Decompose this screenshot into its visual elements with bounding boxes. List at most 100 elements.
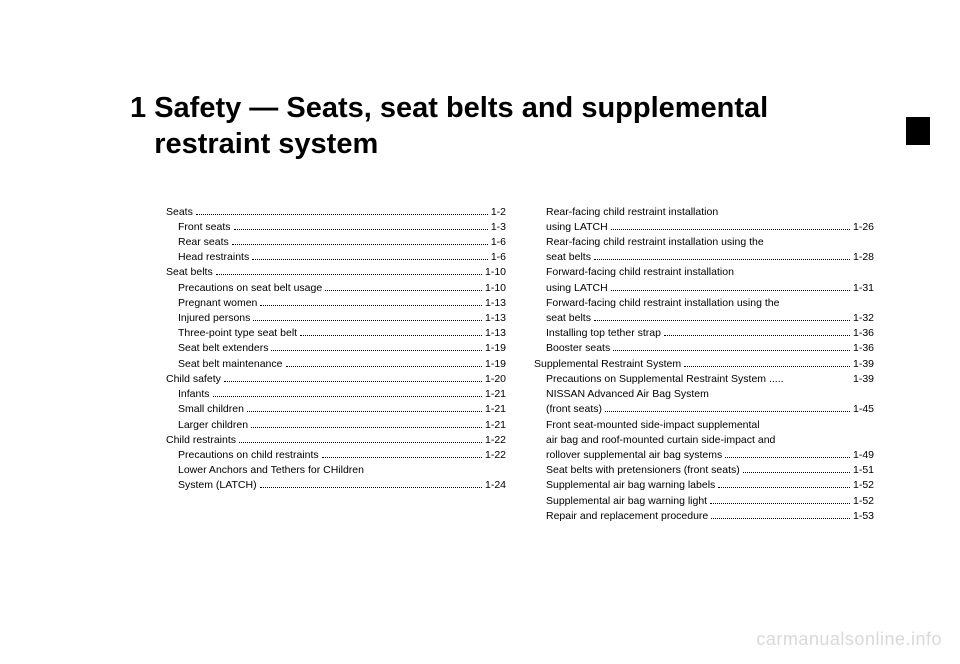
toc-label: Repair and replacement procedure bbox=[546, 509, 708, 524]
toc-label: Rear seats bbox=[178, 235, 229, 250]
toc-page-number: 1-13 bbox=[485, 296, 506, 311]
toc-leader-dots bbox=[196, 207, 488, 214]
toc-label: Child safety bbox=[166, 372, 221, 387]
toc-label: Forward-facing child restraint installat… bbox=[546, 265, 734, 280]
toc-page-number: 1-21 bbox=[485, 387, 506, 402]
toc-page-number: 1-19 bbox=[485, 341, 506, 356]
toc-columns: Seats 1-2 Front seats 1-3 Rear seats 1-6Head … bbox=[130, 205, 890, 525]
toc-row: seat belts1-28 bbox=[534, 250, 874, 265]
toc-page-number: 1-3 bbox=[491, 220, 506, 235]
toc-row: Forward-facing child restraint installat… bbox=[534, 265, 874, 280]
toc-row: Seat belts1-10 bbox=[166, 265, 506, 280]
toc-label: Forward-facing child restraint installat… bbox=[546, 296, 779, 311]
toc-page-number: 1-52 bbox=[853, 478, 874, 493]
toc-leader-dots bbox=[684, 359, 850, 366]
toc-label: Small children bbox=[178, 402, 244, 417]
toc-leader-dots bbox=[260, 481, 482, 488]
toc-row: Child restraints 1-22 bbox=[166, 433, 506, 448]
toc-leader-dots bbox=[605, 405, 850, 412]
toc-leader-dots bbox=[239, 435, 482, 442]
toc-label: Pregnant women bbox=[178, 296, 257, 311]
toc-leader-dots bbox=[711, 512, 850, 519]
toc-row: Precautions on child restraints 1-22 bbox=[166, 448, 506, 463]
toc-leader-dots bbox=[664, 329, 850, 336]
toc-leader-dots bbox=[271, 344, 482, 351]
chapter-title-line1: Safety — Seats, seat belts and supplemen… bbox=[154, 92, 768, 124]
chapter-title-line2: restraint system bbox=[154, 128, 378, 160]
toc-leader-dots bbox=[594, 314, 850, 321]
toc-row: Seats 1-2 bbox=[166, 205, 506, 220]
toc-label: using LATCH bbox=[546, 281, 608, 296]
toc-row: Supplemental Restraint System 1-39 bbox=[534, 357, 874, 372]
toc-row: Small children1-21 bbox=[166, 402, 506, 417]
toc-row: Precautions on Supplemental Restraint Sy… bbox=[534, 372, 874, 387]
toc-label: Seats bbox=[166, 205, 193, 220]
toc-row: Pregnant women 1-13 bbox=[166, 296, 506, 311]
toc-row: using LATCH 1-31 bbox=[534, 281, 874, 296]
toc-label: Supplemental air bag warning light bbox=[546, 494, 707, 509]
toc-leader-dots bbox=[300, 329, 482, 336]
toc-leader-dots bbox=[725, 451, 850, 458]
toc-row: Rear-facing child restraint installation bbox=[534, 205, 874, 220]
toc-page-number: 1-19 bbox=[485, 357, 506, 372]
toc-label: Three-point type seat belt bbox=[178, 326, 297, 341]
toc-row: Head restraints1-6 bbox=[166, 250, 506, 265]
toc-page-number: 1-6 bbox=[491, 250, 506, 265]
toc-label: using LATCH bbox=[546, 220, 608, 235]
toc-row: Lower Anchors and Tethers for CHildren bbox=[166, 463, 506, 478]
toc-leader-dots bbox=[213, 390, 482, 397]
toc-page-number: 1-6 bbox=[491, 235, 506, 250]
toc-leader-dots bbox=[251, 420, 482, 427]
watermark-text: carmanualsonline.info bbox=[756, 629, 942, 650]
toc-leader-dots bbox=[613, 344, 850, 351]
toc-page-number: 1-45 bbox=[853, 402, 874, 417]
toc-row: air bag and roof-mounted curtain side-im… bbox=[534, 433, 874, 448]
chapter-side-tab bbox=[906, 117, 930, 145]
toc-label: Lower Anchors and Tethers for CHildren bbox=[178, 463, 364, 478]
toc-leader-dots bbox=[710, 496, 850, 503]
toc-label: Supplemental Restraint System bbox=[534, 357, 681, 372]
toc-label: Front seats bbox=[178, 220, 231, 235]
page-content: 1 Safety — Seats, seat belts and supplem… bbox=[0, 0, 960, 524]
toc-row: (front seats)1-45 bbox=[534, 402, 874, 417]
toc-page-number: 1-13 bbox=[485, 311, 506, 326]
toc-page-number: 1-24 bbox=[485, 478, 506, 493]
toc-leader-dots bbox=[594, 253, 850, 260]
toc-page-number: 1-20 bbox=[485, 372, 506, 387]
toc-row: Seat belt maintenance1-19 bbox=[166, 357, 506, 372]
toc-row: Supplemental air bag warning labels1-52 bbox=[534, 478, 874, 493]
toc-page-number: 1-52 bbox=[853, 494, 874, 509]
toc-label: Precautions on child restraints bbox=[178, 448, 319, 463]
toc-page-number: 1-36 bbox=[853, 341, 874, 356]
toc-row: Forward-facing child restraint installat… bbox=[534, 296, 874, 311]
toc-row: Front seats 1-3 bbox=[166, 220, 506, 235]
toc-leader-dots bbox=[322, 451, 482, 458]
toc-label: Rear-facing child restraint installation bbox=[546, 205, 718, 220]
toc-leader-dots bbox=[611, 283, 850, 290]
toc-page-number: 1-39 bbox=[850, 372, 874, 387]
toc-leader-dots bbox=[234, 222, 488, 229]
toc-page-number: 1-22 bbox=[485, 433, 506, 448]
toc-label: Front seat-mounted side-impact supplemen… bbox=[546, 418, 760, 433]
toc-row: Booster seats 1-36 bbox=[534, 341, 874, 356]
toc-label: seat belts bbox=[546, 250, 591, 265]
toc-row: Rear seats 1-6 bbox=[166, 235, 506, 250]
toc-page-number: 1-39 bbox=[853, 357, 874, 372]
toc-label: Injured persons bbox=[178, 311, 250, 326]
toc-row: Installing top tether strap 1-36 bbox=[534, 326, 874, 341]
toc-page-number: 1-2 bbox=[491, 205, 506, 220]
toc-leader-dots bbox=[224, 375, 482, 382]
toc-page-number: 1-32 bbox=[853, 311, 874, 326]
toc-row: Infants 1-21 bbox=[166, 387, 506, 402]
toc-label: Booster seats bbox=[546, 341, 610, 356]
toc-label: Child restraints bbox=[166, 433, 236, 448]
toc-page-number: 1-31 bbox=[853, 281, 874, 296]
toc-row: NISSAN Advanced Air Bag System bbox=[534, 387, 874, 402]
toc-page-number: 1-36 bbox=[853, 326, 874, 341]
toc-row: Precautions on seat belt usage1-10 bbox=[166, 281, 506, 296]
toc-label: Installing top tether strap bbox=[546, 326, 661, 341]
toc-row: Seat belt extenders1-19 bbox=[166, 341, 506, 356]
toc-label: Infants bbox=[178, 387, 210, 402]
toc-page-number: 1-22 bbox=[485, 448, 506, 463]
toc-label: Larger children bbox=[178, 418, 248, 433]
